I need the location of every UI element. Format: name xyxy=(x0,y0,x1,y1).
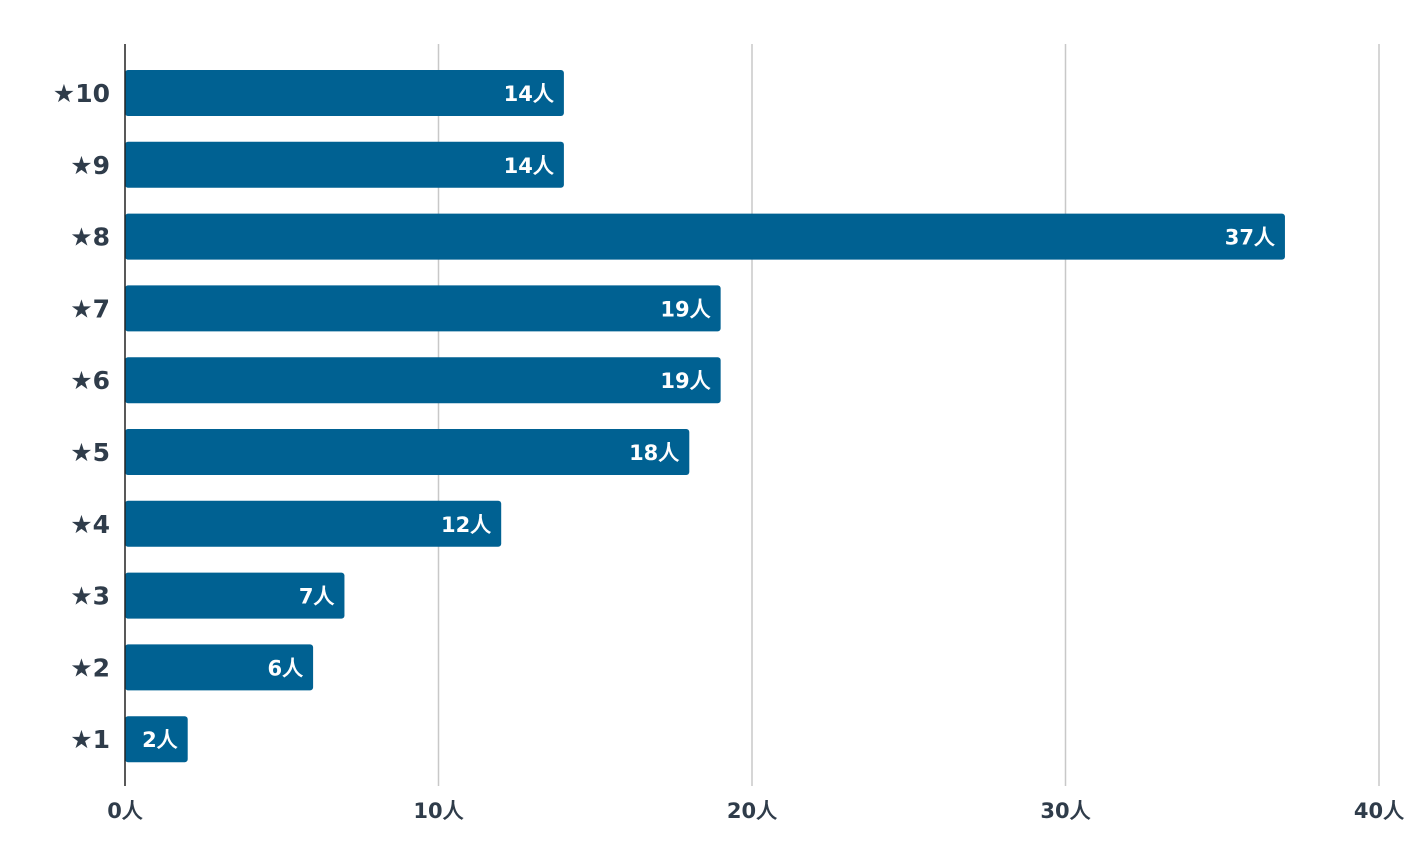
category-label: ★9 xyxy=(70,151,110,180)
category-label: ★4 xyxy=(70,510,110,539)
data-label: 2人 xyxy=(142,728,178,752)
data-label: 6人 xyxy=(267,656,303,680)
data-label: 19人 xyxy=(660,369,710,393)
category-label: ★6 xyxy=(70,366,110,395)
category-label: ★1 xyxy=(70,725,110,754)
bar xyxy=(125,429,690,475)
category-label: ★10 xyxy=(53,79,110,108)
data-label: 19人 xyxy=(660,297,710,321)
label-layer: 0人 10人 20人 30人 40人 14人 ★10 14人 ★9 37人 ★8 19人 ★7 19人 ★6… xyxy=(53,79,1404,823)
data-label: 18人 xyxy=(629,441,679,465)
data-label: 12人 xyxy=(441,513,491,537)
category-label: ★7 xyxy=(70,294,110,323)
bar xyxy=(125,213,1285,260)
bar xyxy=(125,357,721,404)
data-label: 37人 xyxy=(1225,226,1275,250)
category-label: ★3 xyxy=(70,582,110,611)
bar xyxy=(125,500,502,547)
bar xyxy=(125,644,314,691)
x-tick-label: 40人 xyxy=(1354,799,1404,823)
data-label: 14人 xyxy=(504,82,554,106)
bar xyxy=(125,285,721,332)
category-label: ★5 xyxy=(70,438,110,467)
grid-layer xyxy=(437,44,1380,786)
bar-layer xyxy=(125,70,1285,763)
bar xyxy=(125,716,188,763)
data-label: 14人 xyxy=(504,154,554,178)
data-label: 7人 xyxy=(299,585,335,609)
x-tick-label: 10人 xyxy=(413,799,463,823)
x-tick-label: 20人 xyxy=(727,799,777,823)
bar xyxy=(125,70,564,116)
bar xyxy=(125,572,345,619)
x-tick-label: 30人 xyxy=(1040,799,1090,823)
category-label: ★2 xyxy=(70,653,110,682)
bar xyxy=(125,141,564,188)
category-label: ★8 xyxy=(70,223,110,252)
x-tick-label: 0人 xyxy=(107,799,143,823)
